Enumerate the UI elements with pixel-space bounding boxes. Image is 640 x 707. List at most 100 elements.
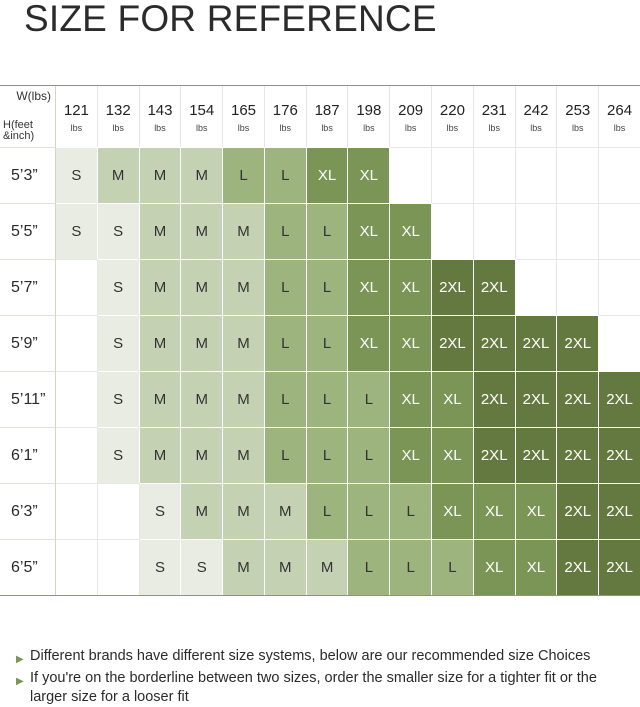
empty-cell bbox=[599, 147, 640, 203]
empty-cell bbox=[390, 147, 433, 203]
size-cell: 2XL bbox=[557, 539, 600, 595]
size-cell: M bbox=[223, 315, 265, 371]
size-cell: M bbox=[139, 147, 182, 203]
size-cell: L bbox=[348, 483, 391, 539]
weight-header-154: 154 lbs bbox=[181, 86, 224, 147]
empty-cell bbox=[56, 539, 98, 595]
weight-unit: lbs bbox=[446, 123, 459, 133]
size-cell: 2XL bbox=[432, 315, 474, 371]
empty-cell bbox=[56, 259, 98, 315]
size-cell: L bbox=[264, 371, 307, 427]
size-cell: M bbox=[181, 371, 224, 427]
table-row: 5’5” S S M M M L L XL XL bbox=[0, 203, 640, 259]
empty-cell bbox=[56, 315, 98, 371]
table-row: 6’1” S M M M L L L XL XL 2XL 2XL 2XL 2XL bbox=[0, 427, 640, 483]
size-cell: M bbox=[223, 203, 265, 259]
size-cell: 2XL bbox=[557, 371, 600, 427]
table-row: 6’5” S S M M M L L L XL XL 2XL 2XL bbox=[0, 539, 640, 595]
height-label: 6’3” bbox=[0, 483, 56, 539]
weight-value: 165 bbox=[231, 102, 257, 119]
empty-cell bbox=[557, 259, 600, 315]
empty-cell bbox=[56, 427, 98, 483]
weight-unit: lbs bbox=[530, 123, 542, 133]
empty-cell bbox=[473, 147, 516, 203]
weight-value: 198 bbox=[356, 102, 382, 119]
size-cell: L bbox=[348, 539, 391, 595]
note-text: If you're on the borderline between two … bbox=[30, 670, 597, 705]
empty-cell bbox=[56, 371, 98, 427]
weight-value: 231 bbox=[481, 102, 507, 119]
size-cell: 2XL bbox=[515, 371, 558, 427]
size-cell: XL bbox=[390, 315, 433, 371]
size-cell: S bbox=[97, 427, 140, 483]
size-cell: L bbox=[264, 203, 307, 259]
size-cell: 2XL bbox=[599, 427, 640, 483]
weight-header-143: 143 lbs bbox=[140, 86, 182, 147]
size-cell: L bbox=[306, 259, 349, 315]
height-label: 6’1” bbox=[0, 427, 56, 483]
empty-cell bbox=[473, 203, 516, 259]
table-row: 5’3” S M M M L L XL XL bbox=[0, 147, 640, 203]
empty-cell bbox=[599, 259, 640, 315]
weight-header-132: 132 lbs bbox=[98, 86, 140, 147]
size-cell: M bbox=[97, 147, 140, 203]
weight-value: 121 bbox=[63, 102, 89, 119]
size-cell: M bbox=[181, 315, 224, 371]
empty-cell bbox=[97, 539, 140, 595]
page-title: SIZE FOR REFERENCE bbox=[24, 0, 437, 39]
weight-header-253: 253 lbs bbox=[557, 86, 600, 147]
size-cell: XL bbox=[348, 259, 391, 315]
size-cell: L bbox=[264, 427, 307, 483]
size-cell: S bbox=[139, 539, 182, 595]
weight-value: 143 bbox=[147, 102, 173, 119]
size-cell: XL bbox=[306, 147, 349, 203]
size-cell: L bbox=[390, 483, 433, 539]
weight-value: 264 bbox=[607, 102, 633, 119]
size-cell: M bbox=[223, 371, 265, 427]
size-cell: S bbox=[97, 371, 140, 427]
empty-cell bbox=[599, 203, 640, 259]
weight-unit: lbs bbox=[154, 123, 166, 133]
size-cell: S bbox=[97, 259, 140, 315]
empty-cell bbox=[599, 315, 640, 371]
size-cell: M bbox=[181, 203, 224, 259]
size-cell: 2XL bbox=[557, 483, 600, 539]
size-cell: M bbox=[139, 203, 182, 259]
table-row: 5’7” S M M M L L XL XL 2XL 2XL bbox=[0, 259, 640, 315]
empty-cell bbox=[432, 147, 474, 203]
size-cell: XL bbox=[515, 483, 558, 539]
size-cell: 2XL bbox=[473, 371, 516, 427]
size-cell: S bbox=[56, 203, 98, 259]
size-cell: XL bbox=[348, 203, 391, 259]
size-cell: L bbox=[264, 147, 307, 203]
size-cell: XL bbox=[515, 539, 558, 595]
weight-unit: lbs bbox=[488, 123, 500, 133]
weight-unit: lbs bbox=[237, 123, 250, 133]
empty-cell bbox=[97, 483, 140, 539]
height-axis-label: H(feet &inch) bbox=[3, 119, 35, 142]
size-cell: XL bbox=[473, 483, 516, 539]
size-cell: M bbox=[264, 539, 307, 595]
size-chart-table: W(lbs) H(feet &inch) 121 lbs 132 lbs 143 lbs 1… bbox=[0, 85, 640, 596]
size-cell: L bbox=[306, 203, 349, 259]
weight-header-242: 242 lbs bbox=[516, 86, 558, 147]
size-cell: XL bbox=[390, 427, 433, 483]
note-text: Different brands have different size sys… bbox=[30, 648, 591, 664]
weight-header-165: 165 lbs bbox=[223, 86, 265, 147]
size-cell: L bbox=[390, 539, 433, 595]
size-cell: XL bbox=[432, 483, 474, 539]
weight-header-264: 264 lbs bbox=[599, 86, 640, 147]
size-cell: XL bbox=[348, 315, 391, 371]
weight-value: 209 bbox=[398, 102, 424, 119]
weight-value: 154 bbox=[189, 102, 215, 119]
size-cell: XL bbox=[390, 203, 433, 259]
size-cell: L bbox=[432, 539, 474, 595]
size-cell: 2XL bbox=[599, 539, 640, 595]
size-cell: XL bbox=[473, 539, 516, 595]
empty-cell bbox=[432, 203, 474, 259]
size-cell: 2XL bbox=[473, 259, 516, 315]
size-cell: S bbox=[97, 315, 140, 371]
weight-unit: lbs bbox=[321, 123, 333, 133]
weight-value: 132 bbox=[105, 102, 131, 119]
size-cell: 2XL bbox=[515, 315, 558, 371]
